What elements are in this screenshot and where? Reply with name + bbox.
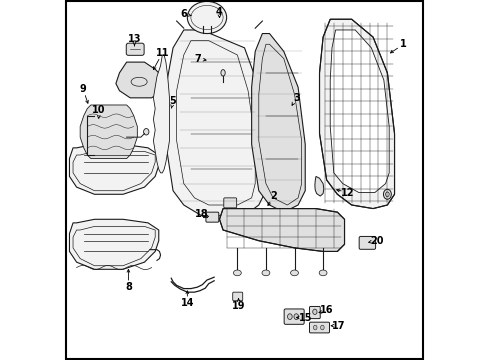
FancyBboxPatch shape xyxy=(309,306,320,319)
Ellipse shape xyxy=(313,325,316,330)
FancyBboxPatch shape xyxy=(358,237,375,249)
Polygon shape xyxy=(314,176,323,196)
Ellipse shape xyxy=(187,1,226,33)
Text: 19: 19 xyxy=(232,301,245,311)
Text: 6: 6 xyxy=(180,9,187,19)
Text: 1: 1 xyxy=(399,39,406,49)
Text: 7: 7 xyxy=(194,54,200,64)
Text: 11: 11 xyxy=(155,48,169,58)
FancyBboxPatch shape xyxy=(284,309,304,324)
Polygon shape xyxy=(69,144,159,194)
Text: 2: 2 xyxy=(270,191,277,201)
Polygon shape xyxy=(251,33,305,212)
Text: 3: 3 xyxy=(292,93,299,103)
Text: 12: 12 xyxy=(341,188,354,198)
Ellipse shape xyxy=(312,309,316,315)
Ellipse shape xyxy=(290,270,298,276)
Text: 17: 17 xyxy=(332,321,345,331)
Text: 9: 9 xyxy=(80,84,86,94)
Ellipse shape xyxy=(287,314,292,319)
Ellipse shape xyxy=(221,69,225,76)
Text: 5: 5 xyxy=(169,96,176,107)
Ellipse shape xyxy=(320,325,324,330)
Text: 15: 15 xyxy=(298,312,311,323)
Ellipse shape xyxy=(143,129,149,135)
FancyBboxPatch shape xyxy=(205,212,218,222)
Polygon shape xyxy=(219,208,344,251)
FancyBboxPatch shape xyxy=(309,322,329,333)
FancyBboxPatch shape xyxy=(224,198,236,208)
Ellipse shape xyxy=(319,270,326,276)
Ellipse shape xyxy=(233,270,241,276)
Polygon shape xyxy=(69,219,159,269)
Text: 16: 16 xyxy=(319,305,333,315)
Polygon shape xyxy=(319,19,394,208)
Ellipse shape xyxy=(383,189,390,199)
FancyBboxPatch shape xyxy=(232,292,242,301)
Polygon shape xyxy=(165,30,265,216)
Text: 20: 20 xyxy=(369,236,383,246)
Polygon shape xyxy=(153,55,169,173)
Text: 14: 14 xyxy=(180,298,194,308)
Text: 8: 8 xyxy=(125,282,132,292)
Text: 13: 13 xyxy=(127,34,141,44)
Polygon shape xyxy=(116,62,162,98)
Ellipse shape xyxy=(293,314,298,319)
Polygon shape xyxy=(329,30,388,193)
FancyBboxPatch shape xyxy=(126,43,144,55)
Polygon shape xyxy=(80,105,137,158)
Text: 18: 18 xyxy=(194,209,208,219)
Text: 10: 10 xyxy=(92,105,105,115)
Ellipse shape xyxy=(262,270,269,276)
Text: 4: 4 xyxy=(216,7,223,17)
